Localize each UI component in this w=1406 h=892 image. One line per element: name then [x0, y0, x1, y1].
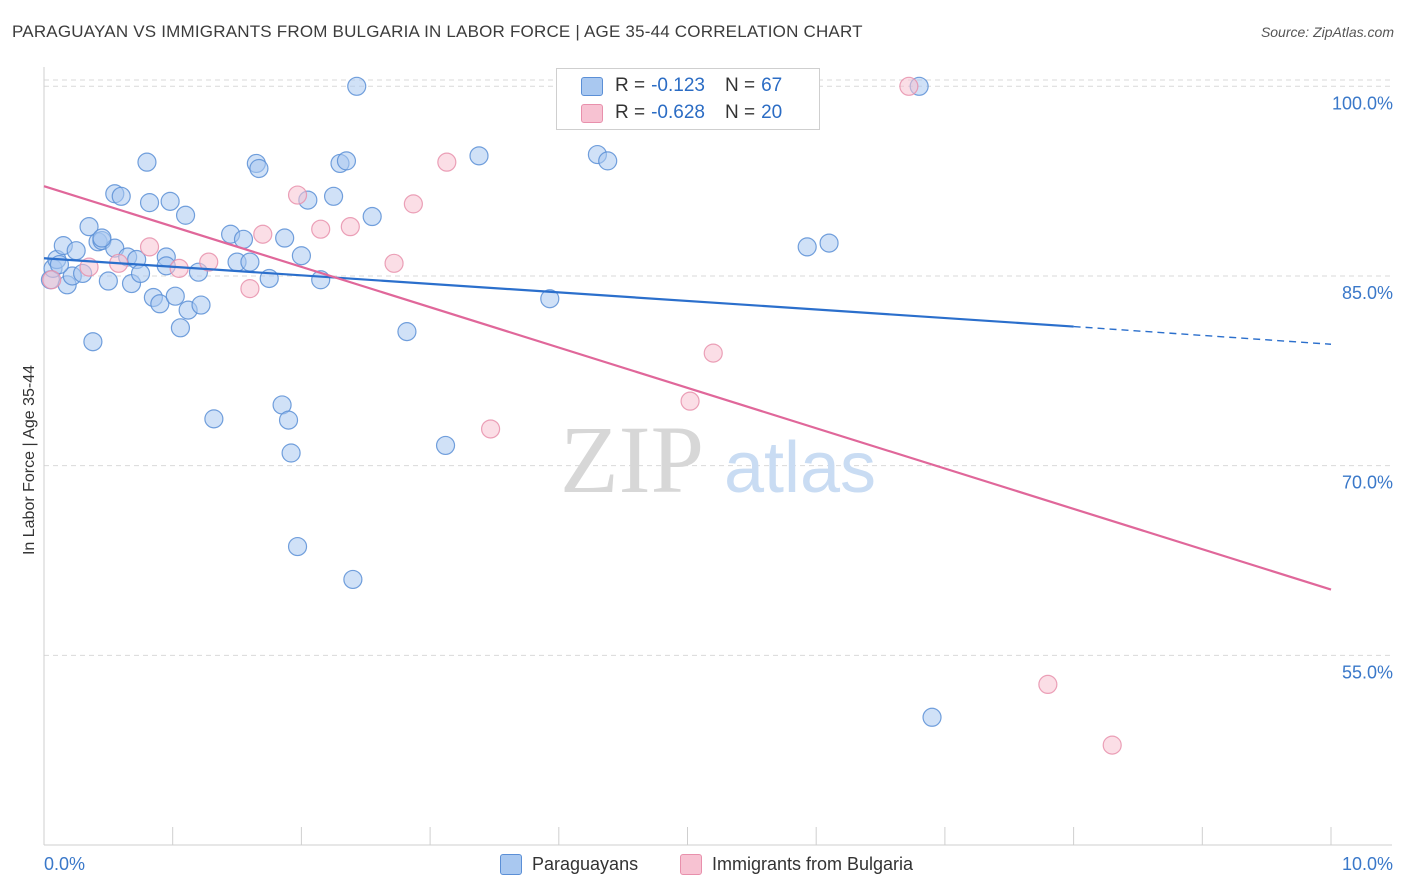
paraguayan-point: [598, 151, 618, 171]
trend-layer: [43, 185, 1332, 591]
legend-swatch-blue: [581, 76, 603, 96]
watermark-atlas: atlas: [724, 428, 876, 508]
grid-layer: [44, 79, 1392, 656]
x-tick-label-min: 0.0%: [44, 854, 85, 874]
bottom-legend-swatch-blue: [500, 853, 522, 875]
paraguayan-point: [98, 271, 118, 291]
paraguayan-point: [240, 252, 260, 272]
bulgaria-point: [899, 76, 919, 96]
paraguayan-point: [278, 410, 299, 430]
watermark: ZIP atlas: [560, 406, 876, 513]
paraguayan-point: [281, 443, 301, 463]
bulgaria-point: [253, 224, 273, 244]
legend-n-value: 67: [761, 75, 783, 96]
bulgaria-point: [680, 391, 700, 411]
paraguayan-point: [165, 286, 185, 306]
bottom-legend-swatch-pink: [680, 853, 702, 875]
bottom-legend-paraguayans: Paraguayans: [500, 852, 638, 876]
bulgaria-point: [384, 253, 404, 273]
y-tick-label: 70.0%: [1342, 473, 1393, 493]
paraguayan-point: [139, 193, 160, 213]
bulgaria-point: [1038, 674, 1058, 695]
bulgaria-point: [240, 279, 260, 299]
paraguayan-point: [291, 246, 311, 266]
paraguayan-point: [797, 237, 817, 257]
chart-title: PARAGUAYAN VS IMMIGRANTS FROM BULGARIA I…: [12, 22, 863, 41]
legend-r-label: R =: [615, 102, 646, 123]
paraguayan-point: [111, 186, 131, 206]
paraguayan-point: [204, 409, 224, 429]
paraguayan-point: [397, 322, 417, 342]
bulgaria-point: [287, 185, 308, 205]
legend-n-label: N =: [724, 102, 756, 123]
y-tick-label: 100.0%: [1332, 93, 1393, 113]
y-tick-label: 85.0%: [1342, 283, 1393, 303]
legend-row-paraguayans: R = -0.123 N = 67: [581, 74, 782, 98]
paraguayan-point: [249, 158, 269, 179]
bulgaria-point: [703, 343, 723, 363]
axis-layer: [43, 67, 1392, 846]
paraguayan-point: [150, 294, 170, 314]
paraguayan-point: [137, 152, 157, 172]
bulgaria-point: [437, 152, 457, 172]
bulgaria-point: [340, 217, 360, 237]
bulgaria-point: [1102, 735, 1122, 755]
paraguayan-point: [343, 569, 363, 590]
paraguayan-point: [469, 146, 489, 166]
paraguayan-point: [819, 233, 839, 253]
legend-r-value: -0.628: [651, 102, 705, 123]
tick-label-layer: 100.0% 85.0% 70.0% 55.0% 0.0% 10.0%: [44, 93, 1393, 874]
paraguayan-point: [79, 217, 99, 237]
paraguayan-point: [347, 76, 367, 96]
bulgaria-point: [199, 252, 219, 272]
bulgaria-trend-line: [43, 185, 1332, 591]
legend-r-value: -0.123: [651, 75, 705, 96]
paraguayan-point: [160, 191, 180, 211]
paraguayan-trend-extension: [1073, 325, 1332, 345]
paraguayan-point: [130, 263, 151, 284]
bottom-legend-label: Paraguayans: [532, 853, 639, 874]
paraguayan-point: [922, 707, 942, 727]
paraguayan-point: [540, 289, 560, 309]
source-label: Source: ZipAtlas.com: [1260, 24, 1394, 40]
legend-swatch-pink: [581, 103, 603, 123]
paraguayan-point: [323, 186, 344, 206]
bottom-legend-bulgaria: Immigrants from Bulgaria: [680, 852, 913, 876]
paraguayan-point: [92, 228, 112, 248]
y-axis-title: In Labor Force | Age 35-44: [21, 364, 38, 556]
bulgaria-point: [311, 219, 331, 239]
x-tick-label-max: 10.0%: [1342, 854, 1393, 874]
paraguayan-point: [170, 318, 191, 338]
watermark-zip: ZIP: [560, 406, 704, 513]
bulgaria-point: [139, 237, 160, 257]
paraguayan-point: [191, 295, 211, 315]
paraguayan-point: [83, 332, 103, 352]
paraguayan-point: [435, 435, 456, 456]
bulgaria-point: [42, 270, 62, 290]
paraguayan-point: [336, 151, 357, 171]
paraguayan-point: [362, 206, 382, 227]
correlation-legend: R = -0.123 N = 67 R = -0.628 N = 20: [556, 68, 820, 130]
legend-n-value: 20: [761, 102, 783, 123]
legend-row-bulgaria: R = -0.628 N = 20: [581, 101, 782, 125]
bottom-legend-label: Immigrants from Bulgaria: [712, 853, 914, 874]
paraguayan-point: [175, 205, 196, 225]
y-tick-label: 55.0%: [1342, 662, 1393, 682]
bulgaria-point: [480, 419, 501, 439]
bulgaria-point: [403, 194, 423, 214]
legend-r-label: R =: [615, 75, 646, 96]
paraguayan-trend-line: [43, 257, 1074, 328]
paraguayan-point: [275, 228, 295, 248]
paraguayan-point: [66, 241, 86, 261]
legend-n-label: N =: [724, 75, 756, 96]
points-layer: [40, 76, 1122, 755]
paraguayan-point: [287, 536, 308, 557]
